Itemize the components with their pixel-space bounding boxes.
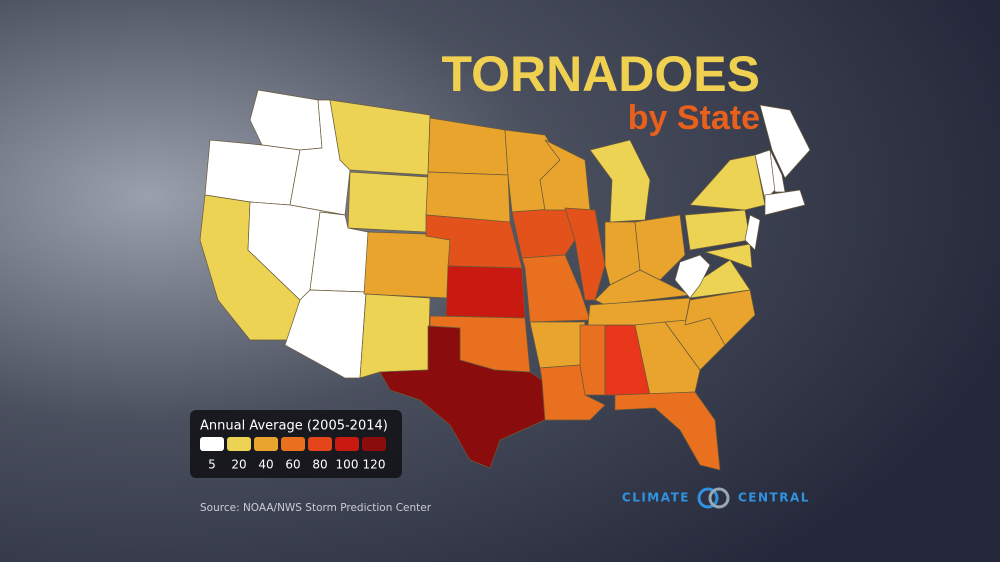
state <box>445 265 526 319</box>
logo-left: CLIMATE <box>622 491 690 505</box>
state <box>674 254 711 299</box>
legend-title: Annual Average (2005-2014) <box>200 419 388 434</box>
state <box>759 104 811 179</box>
legend-swatch <box>200 437 224 451</box>
logo-ring <box>708 487 730 509</box>
state <box>511 207 576 259</box>
legend-swatch <box>308 437 332 451</box>
legend-swatch <box>254 437 278 451</box>
legend-swatch <box>362 437 386 451</box>
legend-label: 40 <box>258 458 273 472</box>
state <box>363 231 451 299</box>
legend-label: 120 <box>363 458 386 472</box>
legend-label: 80 <box>312 458 327 472</box>
legend-label: 20 <box>231 458 246 472</box>
state <box>359 293 431 379</box>
state <box>634 321 701 396</box>
state <box>689 154 766 211</box>
state <box>614 391 721 471</box>
logo-ring <box>697 487 719 509</box>
subtitle: by State <box>628 99 760 137</box>
legend: Annual Average (2005-2014) 5 20 40 60 80 100 1… <box>190 410 402 478</box>
state <box>347 171 429 233</box>
legend-label: 5 <box>208 458 216 472</box>
legend-swatch <box>281 437 305 451</box>
logo-right: CENTRAL <box>738 491 810 505</box>
state <box>589 139 651 223</box>
logo: CLIMATE CENTRAL <box>622 487 810 509</box>
state <box>529 321 586 369</box>
state <box>329 99 431 176</box>
legend-swatch <box>335 437 359 451</box>
state <box>684 289 756 346</box>
source: Source: NOAA/NWS Storm Prediction Center <box>200 502 432 514</box>
state <box>379 325 546 469</box>
state <box>204 139 301 206</box>
us-map <box>199 89 811 471</box>
legend-label: 100 <box>336 458 359 472</box>
state <box>425 171 511 223</box>
legend-label: 60 <box>285 458 300 472</box>
state <box>634 214 686 281</box>
state <box>744 214 761 251</box>
legend-swatch <box>227 437 251 451</box>
title: TORNADOES <box>441 46 760 102</box>
state <box>249 89 323 151</box>
state <box>704 243 753 269</box>
state <box>764 189 806 216</box>
state <box>579 324 606 396</box>
state <box>539 139 591 211</box>
